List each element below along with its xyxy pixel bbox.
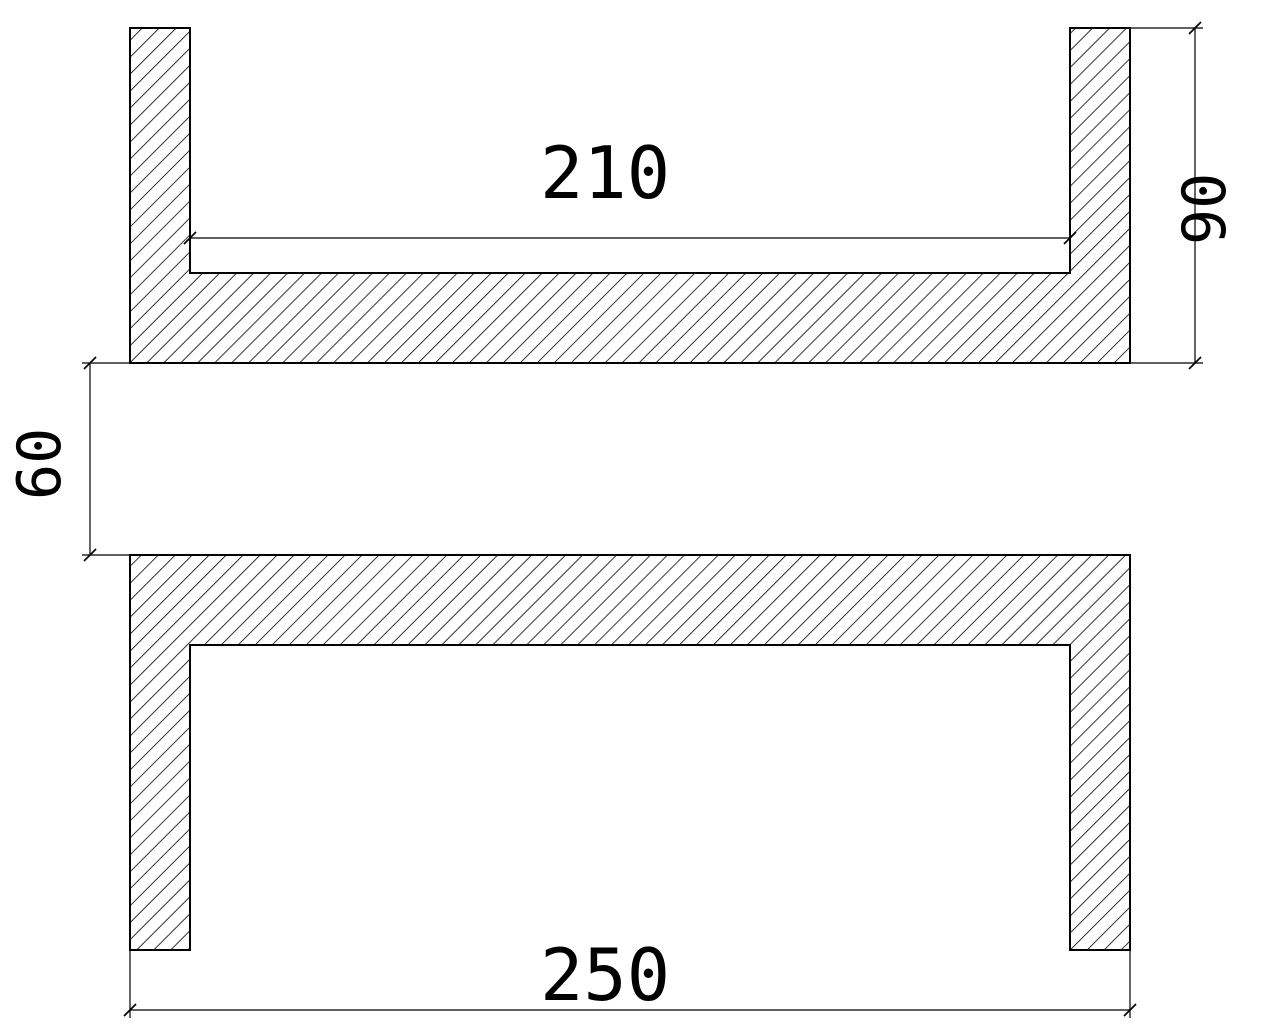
dim-top-height-90-label: 90 [1170,173,1240,245]
dim-inner-width-210-label: 210 [540,131,670,215]
channel-bottom [130,555,1130,950]
dim-gap-60: 60 [5,363,130,555]
dim-outer-width-250: 250 [130,933,1130,1018]
dim-outer-width-250-label: 250 [540,933,670,1017]
dim-top-height-90: 90 [1130,28,1240,363]
dim-inner-width-210: 210 [190,131,1070,238]
dim-gap-60-label: 60 [5,428,75,500]
